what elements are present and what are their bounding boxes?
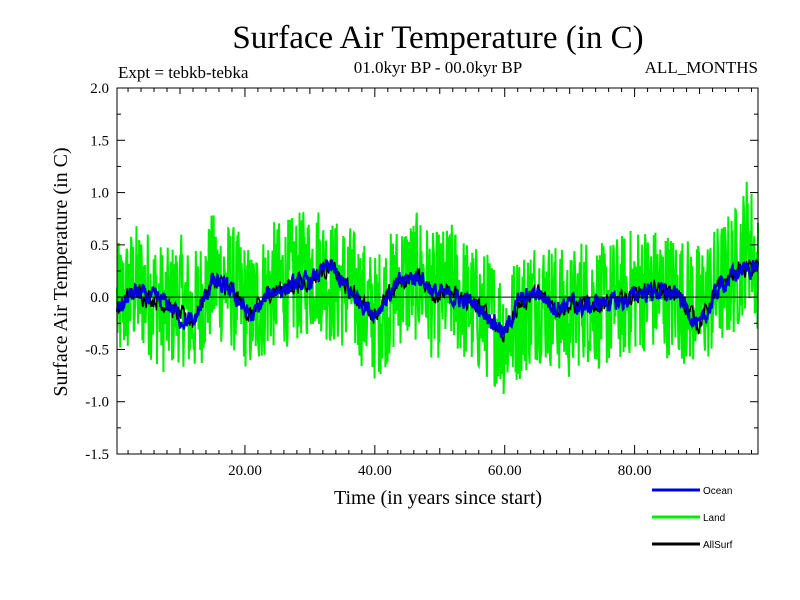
x-tick-label: 40.00 [358, 463, 392, 479]
x-tick-label: 60.00 [488, 463, 522, 479]
legend: Ocean Land AllSurf [652, 486, 733, 551]
x-tick-label: 80.00 [618, 463, 652, 479]
y-tick-label: 2.0 [90, 81, 109, 97]
y-tick-label: 0.5 [90, 238, 109, 254]
x-tick-label: 20.00 [228, 463, 262, 479]
legend-label-land: Land [703, 513, 725, 524]
y-tick-label: 1.0 [90, 186, 109, 202]
y-tick-label: -0.5 [85, 342, 109, 358]
legend-label-ocean: Ocean [703, 486, 732, 497]
x-axis-label: Time (in years since start) [334, 487, 542, 509]
y-tick-label: 1.5 [90, 133, 109, 149]
chart-subtitle: 01.0kyr BP - 00.0kyr BP [354, 58, 522, 77]
y-tick-label: 0.0 [90, 290, 109, 306]
y-axis: -1.5 -1.0 -0.5 0.0 0.5 1.0 1.5 2.0 [85, 81, 758, 463]
legend-label-allsurf: AllSurf [703, 540, 733, 551]
x-axis: 20.00 40.00 60.00 80.00 [127, 88, 753, 479]
series-land-line [116, 181, 759, 394]
experiment-label: Expt = tebkb-tebka [118, 63, 249, 82]
y-tick-label: -1.5 [85, 447, 109, 463]
chart-title: Surface Air Temperature (in C) [232, 20, 643, 56]
y-tick-label: -1.0 [85, 395, 109, 411]
plot-series [115, 181, 760, 394]
series-ocean-line [115, 259, 760, 340]
months-label: ALL_MONTHS [645, 58, 758, 77]
y-axis-label: Surface Air Temperature (in C) [50, 147, 72, 396]
